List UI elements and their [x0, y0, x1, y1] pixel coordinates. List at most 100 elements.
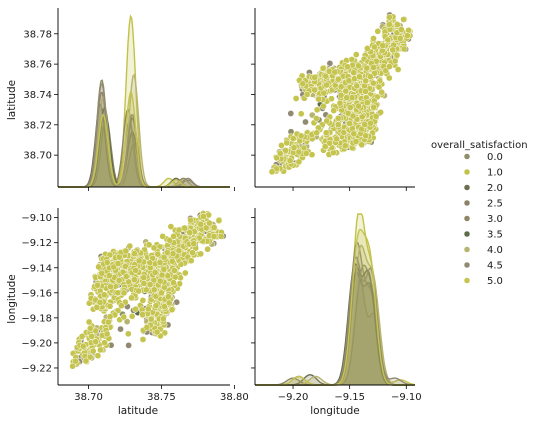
- scatter-point: [344, 63, 351, 71]
- scatter-point: [342, 87, 350, 95]
- scatter-point: [131, 276, 138, 284]
- scatter-point: [158, 289, 165, 297]
- scatter-point: [374, 27, 382, 35]
- scatter-point: [393, 51, 401, 59]
- scatter-point: [334, 114, 342, 122]
- scatter-point: [297, 110, 305, 118]
- scatter-point: [125, 342, 132, 349]
- scatter-point: [147, 315, 155, 323]
- scatter-point: [292, 95, 300, 102]
- scatter-point: [394, 66, 402, 73]
- kde-area-4.0: [58, 74, 230, 187]
- panel-longitude-kde: [255, 213, 416, 386]
- scatter-point: [348, 56, 356, 63]
- legend-title: overall_satisfaction: [431, 140, 528, 151]
- scatter-point: [175, 226, 183, 234]
- scatter-point: [323, 81, 331, 89]
- legend-marker: [463, 215, 471, 222]
- scatter-point: [343, 94, 351, 101]
- x-tick-label: 38.80: [220, 392, 249, 403]
- scatter-point: [79, 342, 87, 350]
- scatter-point: [92, 338, 100, 346]
- kde-line-5.0: [255, 228, 415, 386]
- kde-line-3.5: [255, 263, 415, 386]
- scatter-point: [311, 86, 318, 94]
- scatter-point: [311, 74, 319, 81]
- kde-area-2.0: [255, 272, 415, 385]
- scatter-point: [397, 26, 405, 33]
- scatter-point: [168, 306, 176, 314]
- scatter-point: [315, 95, 323, 103]
- scatter-point: [135, 257, 143, 265]
- scatter-point: [352, 138, 360, 145]
- scatter-point: [100, 291, 108, 299]
- scatter-point: [154, 250, 162, 258]
- kde-line-4.5: [255, 256, 416, 386]
- x-tick-label: 38.70: [74, 392, 103, 403]
- kde-area-4.0: [255, 245, 415, 385]
- scatter-point: [145, 241, 153, 249]
- scatter-point: [101, 339, 108, 347]
- legend-label: 5.0: [487, 276, 503, 287]
- scatter-point: [140, 280, 148, 287]
- scatter-point: [337, 83, 345, 91]
- scatter-point: [346, 120, 353, 127]
- scatter-point: [206, 219, 213, 227]
- y-tick-label: −9.20: [21, 338, 52, 349]
- legend-marker: [463, 184, 471, 191]
- kde-area-2.5: [255, 265, 415, 385]
- scatter-point: [170, 267, 178, 274]
- scatter-point: [303, 91, 311, 98]
- scatter-point: [96, 299, 104, 306]
- scatter-point: [385, 74, 393, 82]
- scatter-point: [328, 95, 335, 103]
- scatter-point: [187, 216, 194, 224]
- scatter-point: [289, 135, 297, 142]
- scatter-point: [313, 115, 320, 122]
- scatter-point: [352, 51, 360, 58]
- legend-label: 4.5: [487, 261, 503, 272]
- scatter-point: [334, 75, 342, 83]
- scatter-point: [165, 299, 173, 307]
- kde-area-3.0: [255, 242, 415, 385]
- scatter-point: [346, 104, 354, 111]
- scatter-point: [361, 121, 369, 128]
- scatter-point: [170, 279, 177, 287]
- scatter-point: [86, 324, 94, 332]
- scatter-point: [363, 99, 371, 106]
- scatter-point: [159, 233, 167, 240]
- scatter-point: [403, 32, 411, 39]
- legend-label: 2.5: [487, 199, 503, 210]
- kde-line-2.5: [255, 264, 415, 386]
- x-axis-label-longitude: longitude: [310, 405, 359, 417]
- scatter-point: [115, 276, 123, 284]
- scatter-point: [389, 46, 397, 54]
- scatter-point: [170, 232, 177, 240]
- y-tick-label: 38.78: [23, 29, 52, 40]
- scatter-point: [132, 267, 140, 274]
- scatter-point: [161, 303, 168, 310]
- x-tick-label: −9.10: [391, 392, 422, 403]
- scatter-point: [117, 325, 124, 333]
- scatter-point: [273, 154, 281, 162]
- scatter-point: [142, 286, 150, 294]
- scatter-point: [325, 67, 333, 75]
- scatter-point: [377, 108, 384, 116]
- scatter-point: [140, 274, 148, 282]
- scatter-point: [350, 69, 358, 77]
- legend-label: 2.0: [487, 183, 503, 194]
- scatter-point: [159, 315, 167, 323]
- y-tick-label: −9.22: [21, 363, 52, 374]
- scatter-point: [370, 103, 378, 111]
- scatter-point: [86, 353, 94, 361]
- scatter-point: [128, 312, 136, 320]
- scatter-point: [370, 35, 377, 42]
- scatter-point: [131, 250, 138, 258]
- kde-line-2.0: [255, 271, 415, 386]
- scatter-point: [276, 150, 284, 157]
- scatter-point: [139, 311, 146, 318]
- scatter-point: [94, 352, 102, 360]
- y-tick-label: −9.16: [21, 288, 52, 299]
- scatter-point: [204, 245, 211, 253]
- scatter-point: [98, 269, 106, 277]
